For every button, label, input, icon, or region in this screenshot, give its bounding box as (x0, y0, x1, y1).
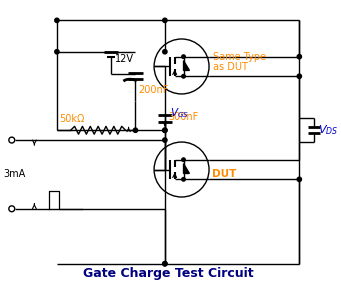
Circle shape (182, 55, 185, 58)
Circle shape (163, 128, 167, 132)
Circle shape (163, 18, 167, 22)
Circle shape (163, 262, 167, 266)
Circle shape (55, 18, 59, 22)
Circle shape (163, 50, 167, 54)
Circle shape (182, 178, 185, 181)
Circle shape (163, 128, 167, 132)
Circle shape (297, 54, 301, 59)
Text: $V_{GS}$: $V_{GS}$ (170, 107, 189, 120)
Text: 3mA: 3mA (3, 169, 25, 179)
Polygon shape (183, 164, 189, 173)
Circle shape (297, 74, 301, 78)
Text: $V_{DS}$: $V_{DS}$ (318, 123, 338, 137)
Text: Same Type: Same Type (213, 52, 266, 62)
Text: DUT: DUT (212, 169, 236, 179)
Text: 200nF: 200nF (138, 85, 169, 95)
Text: 12V: 12V (115, 54, 134, 64)
Circle shape (297, 177, 301, 181)
Text: 50kΩ: 50kΩ (59, 114, 84, 124)
Circle shape (182, 75, 185, 78)
Polygon shape (183, 60, 189, 70)
Circle shape (163, 138, 167, 142)
Circle shape (133, 128, 138, 132)
Circle shape (163, 262, 167, 266)
Text: Gate Charge Test Circuit: Gate Charge Test Circuit (83, 268, 253, 281)
Circle shape (182, 158, 185, 162)
Text: 300nF: 300nF (169, 111, 199, 122)
Circle shape (55, 50, 59, 54)
Text: as DUT: as DUT (213, 62, 248, 71)
